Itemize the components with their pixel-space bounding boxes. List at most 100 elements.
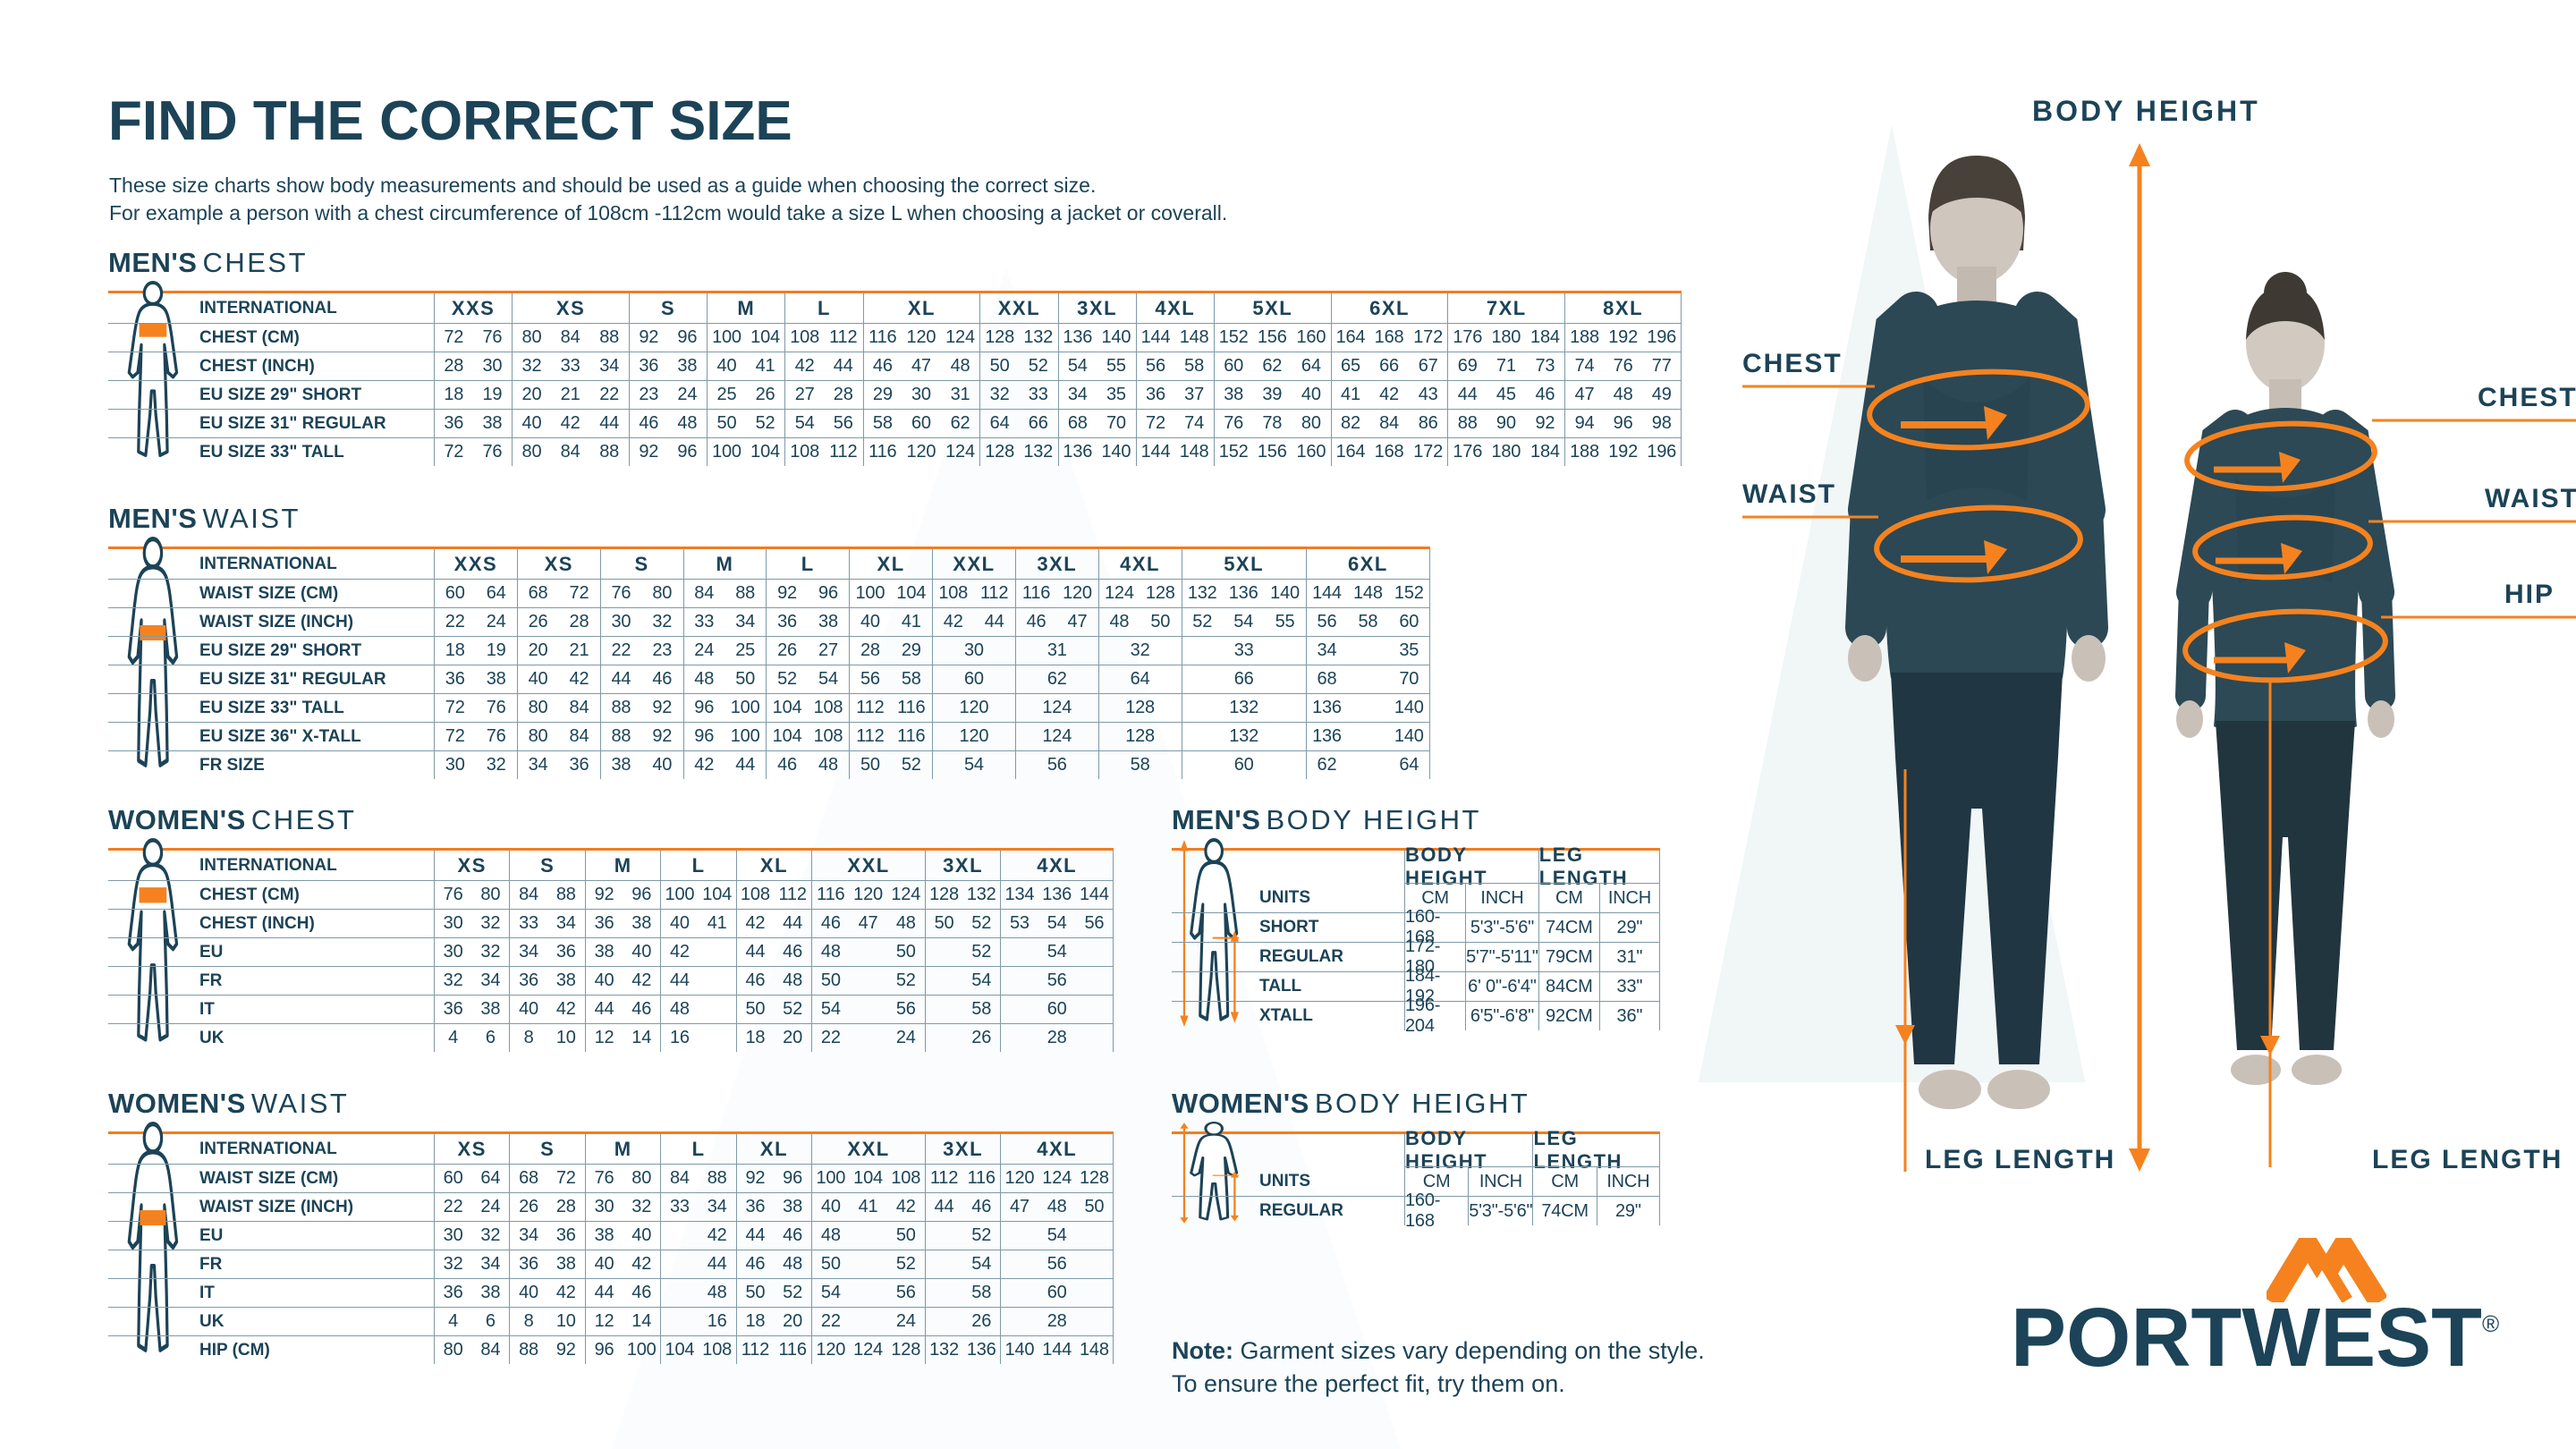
table-cell: 104 <box>766 722 808 750</box>
size-group-label: XXL <box>811 851 925 880</box>
table-cell: 70 <box>1097 409 1136 437</box>
note-body: Garment sizes vary depending on the styl… <box>1172 1337 1705 1397</box>
table-cell: 100 <box>707 323 746 352</box>
table-cell: 58 <box>962 995 1001 1023</box>
table-cell: 76 <box>1213 409 1253 437</box>
size-group-label: XS <box>516 549 600 579</box>
table-cell <box>660 1250 699 1278</box>
table-cell: 38 <box>547 966 585 995</box>
table-cell: 96 <box>682 722 724 750</box>
table-cell: 40 <box>512 409 551 437</box>
table-cell: 54 <box>932 750 1015 779</box>
table-cell: 46 <box>1525 380 1565 409</box>
table-cell: 24 <box>886 1307 925 1335</box>
table-cell: 41 <box>849 1192 887 1221</box>
table-cell <box>849 1250 887 1278</box>
table-cell: 108 <box>784 437 824 466</box>
row-label: WAIST SIZE (INCH) <box>194 607 434 636</box>
table-cell: 88 <box>698 1164 736 1192</box>
table-cell: 54 <box>1057 352 1097 380</box>
table-cell: 34 <box>724 607 767 636</box>
table-cell: 86 <box>1408 409 1448 437</box>
table-cell: 40 <box>660 909 699 937</box>
table-cell: 48 <box>886 909 925 937</box>
table-cell: 64 <box>1388 750 1430 779</box>
table-cell: 36" <box>1598 1001 1660 1030</box>
hip-label: HIP <box>2504 580 2555 609</box>
table-cell: 26 <box>766 636 808 665</box>
table-cell: 136 <box>1038 880 1076 909</box>
table-cell: 80 <box>434 1335 472 1364</box>
table-cell: 92 <box>641 693 683 722</box>
row-label: EU SIZE 31" REGULAR <box>194 409 434 437</box>
table-cell: 52 <box>745 409 785 437</box>
table-cell: 41 <box>1330 380 1370 409</box>
table-cell: INCH <box>1465 883 1538 912</box>
table-cell: 60 <box>434 1164 472 1192</box>
table-cell <box>924 1221 963 1250</box>
row-separator <box>108 409 194 410</box>
table-cell: 116 <box>1014 579 1057 607</box>
table-cell: CM <box>1532 1166 1597 1196</box>
table-cell: 45 <box>1487 380 1526 409</box>
table-cell: 74 <box>1564 352 1604 380</box>
row-separator <box>108 1307 194 1308</box>
heading-light: WAIST <box>250 1088 350 1119</box>
table-cell: 48 <box>682 665 724 693</box>
table-cell <box>849 1023 887 1052</box>
table-cell: 152 <box>1213 323 1253 352</box>
table-cell: 76 <box>475 693 517 722</box>
table-cell: 54 <box>1038 909 1076 937</box>
table-cell: 52 <box>962 1221 1001 1250</box>
table-cell: 74CM <box>1538 912 1599 942</box>
table-cell: 34 <box>509 1221 547 1250</box>
table-cell <box>1347 722 1389 750</box>
womens-body-height-table-grid: BODY HEIGHT LEG LENGTH UNITS CM INCH CM INCH RE… <box>1172 1122 1660 1231</box>
table-cell: 80 <box>516 693 559 722</box>
table-cell: 164 <box>1330 437 1370 466</box>
table-cell: 52 <box>773 995 812 1023</box>
table-cell: 40 <box>584 966 623 995</box>
table-cell: 76 <box>1603 352 1643 380</box>
table-cell: 100 <box>707 437 746 466</box>
row-separator <box>1172 1196 1254 1197</box>
table-cell: 44 <box>823 352 863 380</box>
table-cell: 50 <box>886 937 925 966</box>
table-cell: 46 <box>862 352 902 380</box>
table-cell: 164 <box>1330 323 1370 352</box>
table-cell: 128 <box>1075 1164 1114 1192</box>
table-cell: 128 <box>886 1335 925 1364</box>
heading-light: BODY HEIGHT <box>1314 1088 1530 1119</box>
table-cell: 10 <box>547 1023 585 1052</box>
table-cell: 136 <box>1057 323 1097 352</box>
table-cell: 38 <box>773 1192 812 1221</box>
table-cell: 76 <box>599 579 642 607</box>
table-cell: 92CM <box>1538 1001 1599 1030</box>
table-cell: 74 <box>1174 409 1214 437</box>
table-cell: 116 <box>862 437 902 466</box>
note-label: Note: <box>1172 1337 1233 1364</box>
table-cell: 32 <box>623 1192 661 1221</box>
table-cell: 48 <box>1097 607 1140 636</box>
table-cell: 112 <box>735 1335 774 1364</box>
table-cell: 72 <box>434 323 473 352</box>
table-cell: 92 <box>641 722 683 750</box>
table-cell: 4 <box>434 1023 472 1052</box>
corner-label: INTERNATIONAL <box>199 554 337 573</box>
size-group-label: XL <box>849 549 932 579</box>
table-cell <box>660 1278 699 1307</box>
table-cell <box>924 966 963 995</box>
table-cell: 36 <box>434 995 472 1023</box>
table-cell: 96 <box>667 437 708 466</box>
table-cell: 50 <box>886 1221 925 1250</box>
mens-body-height-table-grid: BODY HEIGHT LEG LENGTH UNITS CM INCH CM INCH SH… <box>1172 838 1660 1036</box>
table-cell: 52 <box>1018 352 1058 380</box>
table-cell: 80 <box>1292 409 1331 437</box>
table-cell: 38 <box>471 995 510 1023</box>
table-cell: 62 <box>940 409 980 437</box>
table-cell: 196 <box>1642 323 1682 352</box>
table-cell: 108 <box>932 579 974 607</box>
figure-height-female-icon <box>1172 1122 1254 1225</box>
table-cell: 92 <box>766 579 808 607</box>
row-label: WAIST SIZE (CM) <box>194 1164 434 1192</box>
